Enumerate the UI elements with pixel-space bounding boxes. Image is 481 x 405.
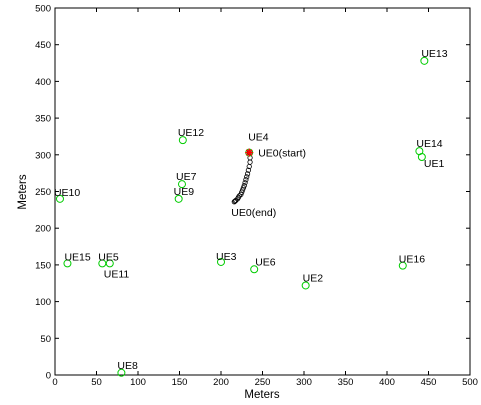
ue15-label: UE15 [64, 251, 90, 263]
ue-labels: UE1 UE2 UE3 UE4 UE5 UE6 UE7 UE8 UE9 UE10 UE11 UE12 U… [54, 48, 448, 372]
ue0-trajectory [231, 149, 253, 205]
ue2-label: UE2 [303, 272, 324, 284]
ue13-label: UE13 [421, 48, 447, 60]
ue7-label: UE7 [176, 171, 197, 183]
x-tick-label: 200 [213, 377, 229, 388]
ue0-trajectory-point [243, 177, 249, 183]
ue0-end-label: UE0(end) [231, 207, 276, 219]
ue16-label: UE16 [399, 254, 425, 266]
ue0-start-label: UE0(start) [258, 148, 306, 160]
ue3-label: UE3 [216, 251, 237, 263]
ue0-trajectory-point [233, 197, 239, 203]
ue16-marker [398, 261, 407, 270]
ue0-trajectory-point [244, 174, 250, 180]
ue14-marker [415, 147, 424, 156]
ue-points [55, 56, 429, 377]
y-tick-label: 350 [35, 114, 51, 125]
ue0-trajectory-point [244, 171, 251, 177]
y-axis-label: Meters [17, 174, 29, 209]
y-axis-ticks: 0 50 100 150 200 250 300 350 400 450 500 [35, 4, 470, 382]
ue6-marker [250, 265, 259, 274]
ue14-label: UE14 [416, 138, 442, 150]
x-axis-ticks: 0 50 100 150 200 250 300 350 400 450 500 [52, 8, 478, 388]
ue0-start-marker [245, 148, 254, 157]
ue1-label: UE1 [424, 158, 445, 170]
ue11-marker [105, 259, 114, 268]
y-tick-label: 500 [35, 4, 51, 15]
ue5-label: UE5 [98, 251, 119, 263]
x-axis-label: Meters [244, 389, 279, 401]
ue12-marker [178, 136, 187, 145]
ue0-trajectory-point [246, 163, 252, 170]
ue9-marker [174, 194, 183, 203]
plot-area [54, 7, 471, 376]
ue8-label: UE8 [117, 360, 138, 372]
y-tick-label: 250 [35, 187, 51, 198]
ue13-marker [420, 56, 429, 65]
ue10-marker [55, 194, 64, 203]
ue0-trajectory-point [232, 198, 238, 204]
x-tick-label: 500 [462, 377, 478, 388]
x-tick-label: 450 [421, 377, 437, 388]
x-tick-label: 0 [52, 377, 57, 388]
y-tick-label: 400 [35, 77, 51, 88]
ue10-label: UE10 [54, 187, 80, 199]
ue11-label: UE11 [104, 268, 130, 280]
y-tick-label: 150 [35, 260, 51, 271]
y-tick-label: 200 [35, 224, 51, 235]
y-tick-label: 300 [35, 150, 51, 161]
ue7-marker [177, 180, 186, 189]
ue0-trajectory-point [242, 180, 248, 186]
ue0-start-star-stroke [245, 149, 253, 156]
x-tick-label: 100 [130, 377, 146, 388]
x-tick-label: 150 [172, 377, 188, 388]
x-tick-label: 400 [379, 377, 395, 388]
ue4-label: UE4 [248, 132, 269, 144]
ue12-label: UE12 [178, 127, 204, 139]
x-tick-label: 300 [296, 377, 312, 388]
ue8-marker [117, 368, 126, 377]
y-tick-label: 0 [46, 371, 51, 382]
ue0-trajectory-point [231, 199, 237, 205]
y-tick-label: 50 [40, 334, 51, 345]
y-tick-label: 450 [35, 40, 51, 51]
ue15-marker [63, 259, 72, 268]
x-tick-label: 50 [91, 377, 102, 388]
x-tick-label: 350 [338, 377, 354, 388]
ue3-marker [217, 257, 225, 266]
ue2-marker [301, 281, 310, 290]
ue0-trajectory-point [245, 167, 251, 173]
ue6-label: UE6 [255, 256, 276, 268]
ue9-label: UE9 [174, 186, 195, 198]
x-tick-label: 250 [255, 377, 271, 388]
y-tick-label: 100 [35, 297, 51, 308]
